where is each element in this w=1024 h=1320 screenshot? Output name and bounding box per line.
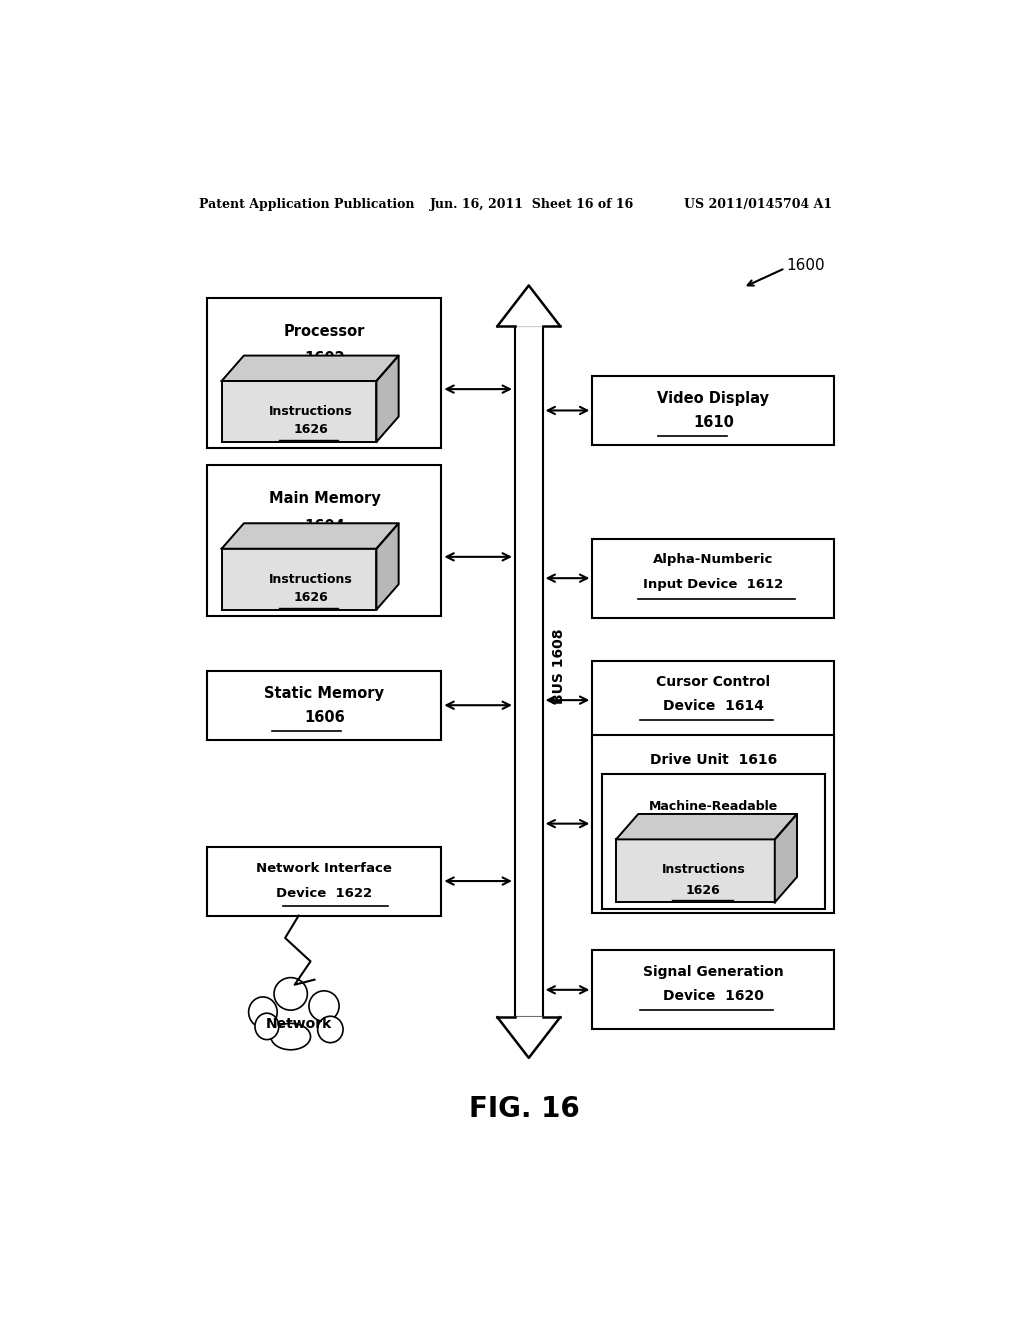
- Text: Patent Application Publication: Patent Application Publication: [200, 198, 415, 211]
- Bar: [616, 840, 775, 903]
- Bar: [592, 950, 835, 1030]
- Bar: [592, 660, 835, 739]
- Bar: [592, 735, 835, 912]
- Text: Machine-Readable: Machine-Readable: [648, 800, 778, 813]
- Ellipse shape: [309, 991, 339, 1022]
- Bar: [515, 326, 543, 1018]
- Text: 1606: 1606: [304, 710, 345, 725]
- Text: 1602: 1602: [304, 351, 345, 366]
- Bar: [207, 846, 441, 916]
- Text: Jun. 16, 2011  Sheet 16 of 16: Jun. 16, 2011 Sheet 16 of 16: [430, 198, 634, 211]
- Ellipse shape: [270, 1023, 310, 1049]
- Text: Instructions: Instructions: [268, 405, 352, 418]
- Ellipse shape: [249, 997, 278, 1027]
- Text: Network Interface: Network Interface: [256, 862, 392, 875]
- Polygon shape: [221, 355, 398, 381]
- Text: Medium  1624: Medium 1624: [664, 822, 763, 836]
- Bar: [602, 775, 824, 908]
- Polygon shape: [775, 814, 797, 903]
- Bar: [221, 381, 377, 442]
- Text: FIG. 16: FIG. 16: [469, 1094, 581, 1123]
- Bar: [207, 297, 441, 447]
- Polygon shape: [616, 814, 797, 840]
- Text: Instructions: Instructions: [268, 573, 352, 586]
- Text: BUS 1608: BUS 1608: [552, 628, 566, 705]
- Polygon shape: [221, 523, 398, 549]
- Text: Device  1620: Device 1620: [663, 989, 764, 1003]
- Text: Signal Generation: Signal Generation: [643, 965, 783, 978]
- Text: 1626: 1626: [293, 424, 328, 437]
- Text: Drive Unit  1616: Drive Unit 1616: [649, 754, 777, 767]
- Text: US 2011/0145704 A1: US 2011/0145704 A1: [684, 198, 831, 211]
- Ellipse shape: [255, 1014, 279, 1040]
- Text: 1604: 1604: [304, 519, 345, 533]
- Text: Cursor Control: Cursor Control: [656, 675, 770, 689]
- Text: Static Memory: Static Memory: [264, 685, 384, 701]
- Polygon shape: [377, 523, 398, 610]
- Text: 1600: 1600: [786, 257, 825, 273]
- Text: 1626: 1626: [686, 883, 721, 896]
- Text: Input Device  1612: Input Device 1612: [643, 578, 783, 591]
- Bar: [592, 376, 835, 445]
- Polygon shape: [498, 285, 560, 326]
- Bar: [221, 549, 377, 610]
- Bar: [207, 671, 441, 739]
- Text: 1610: 1610: [693, 416, 734, 430]
- Text: Network: Network: [265, 1018, 332, 1031]
- Bar: [592, 539, 835, 618]
- Ellipse shape: [274, 978, 307, 1010]
- Text: Alpha-Numberic: Alpha-Numberic: [653, 553, 773, 566]
- Text: Instructions: Instructions: [662, 863, 745, 876]
- Ellipse shape: [317, 1016, 343, 1043]
- Text: Device  1622: Device 1622: [276, 887, 373, 900]
- Polygon shape: [498, 1018, 560, 1057]
- Text: 1626: 1626: [293, 591, 328, 605]
- Text: Video Display: Video Display: [657, 391, 769, 405]
- Text: Processor: Processor: [284, 323, 366, 339]
- Text: Main Memory: Main Memory: [268, 491, 380, 507]
- Bar: [207, 466, 441, 615]
- Polygon shape: [377, 355, 398, 442]
- Text: Device  1614: Device 1614: [663, 700, 764, 713]
